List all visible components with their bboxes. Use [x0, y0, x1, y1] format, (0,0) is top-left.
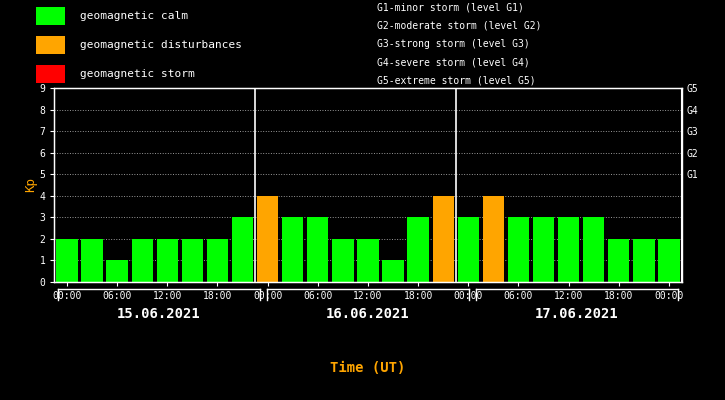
Bar: [658, 239, 679, 282]
Bar: [207, 239, 228, 282]
Bar: [36, 36, 65, 54]
Bar: [107, 260, 128, 282]
Bar: [483, 196, 504, 282]
Text: geomagnetic storm: geomagnetic storm: [80, 69, 194, 79]
Bar: [558, 217, 579, 282]
Bar: [81, 239, 103, 282]
Bar: [457, 217, 479, 282]
Bar: [131, 239, 153, 282]
Text: G2-moderate storm (level G2): G2-moderate storm (level G2): [377, 20, 542, 30]
Bar: [307, 217, 328, 282]
Bar: [157, 239, 178, 282]
Bar: [433, 196, 454, 282]
Bar: [507, 217, 529, 282]
Bar: [57, 239, 78, 282]
Text: geomagnetic disturbances: geomagnetic disturbances: [80, 40, 241, 50]
Text: 16.06.2021: 16.06.2021: [326, 308, 410, 322]
Text: G3-strong storm (level G3): G3-strong storm (level G3): [377, 39, 530, 49]
Bar: [36, 7, 65, 25]
Bar: [257, 196, 278, 282]
Bar: [182, 239, 203, 282]
Bar: [232, 217, 253, 282]
Bar: [36, 65, 65, 83]
Bar: [332, 239, 354, 282]
Bar: [633, 239, 655, 282]
Text: 17.06.2021: 17.06.2021: [535, 308, 619, 322]
Bar: [608, 239, 629, 282]
Bar: [382, 260, 404, 282]
Bar: [357, 239, 378, 282]
Y-axis label: Kp: Kp: [24, 178, 37, 192]
Bar: [583, 217, 605, 282]
Bar: [282, 217, 303, 282]
Bar: [407, 217, 428, 282]
Bar: [533, 217, 554, 282]
Text: G1-minor storm (level G1): G1-minor storm (level G1): [377, 2, 524, 12]
Text: 15.06.2021: 15.06.2021: [117, 308, 201, 322]
Text: G5-extreme storm (level G5): G5-extreme storm (level G5): [377, 76, 536, 86]
Text: Time (UT): Time (UT): [331, 361, 405, 375]
Text: geomagnetic calm: geomagnetic calm: [80, 11, 188, 21]
Text: G4-severe storm (level G4): G4-severe storm (level G4): [377, 58, 530, 68]
